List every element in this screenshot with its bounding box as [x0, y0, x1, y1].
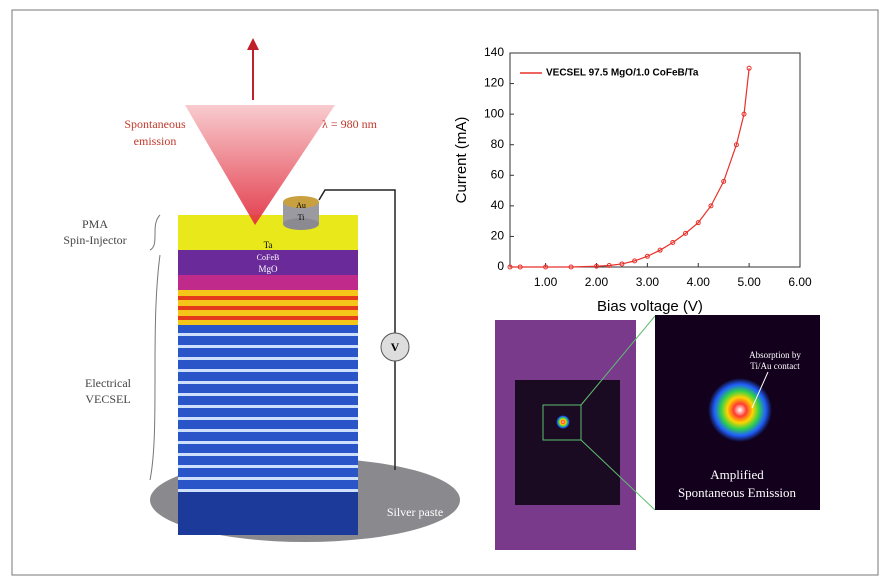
y-tick-label: 60 — [491, 167, 505, 181]
y-axis-label: Current (mA) — [453, 117, 470, 204]
y-tick-label: 100 — [484, 106, 504, 120]
x-tick-label: 2.00 — [585, 275, 609, 289]
stripe — [178, 429, 358, 432]
legend-label: VECSEL 97.5 MgO/1.0 CoFeB/Ta — [546, 68, 699, 79]
y-tick-label: 140 — [484, 45, 504, 59]
layer-label: MgO — [258, 264, 278, 274]
stripe — [178, 441, 358, 444]
label: PMA — [82, 217, 108, 231]
x-tick-label: 5.00 — [737, 275, 761, 289]
stripe — [178, 369, 358, 372]
y-tick-label: 0 — [497, 259, 504, 273]
stripe — [178, 465, 358, 468]
x-axis-label: Bias voltage (V) — [597, 298, 703, 315]
plot-area — [510, 53, 800, 267]
label: Spontaneous Emission — [678, 485, 797, 500]
voltmeter-label: V — [391, 340, 400, 354]
stripe — [178, 477, 358, 480]
y-tick-label: 40 — [491, 198, 505, 212]
label: Spontaneous — [124, 117, 186, 131]
layer-label: CoFeB — [257, 253, 280, 262]
zoom-spot — [708, 378, 772, 442]
y-tick-label: 20 — [491, 229, 505, 243]
x-tick-label: 3.00 — [636, 275, 660, 289]
label: Spin-Injector — [63, 233, 126, 247]
x-tick-label: 6.00 — [788, 275, 812, 289]
stripe — [178, 393, 358, 396]
stripe — [178, 381, 358, 384]
tower — [178, 215, 358, 535]
stripe — [178, 333, 358, 336]
stripe — [178, 489, 358, 492]
layer-label: Ta — [264, 240, 273, 250]
layer-label: Au — [296, 201, 306, 210]
label: emission — [134, 134, 177, 148]
spot — [556, 415, 570, 429]
y-tick-label: 80 — [491, 137, 505, 151]
layer-label: Ti — [298, 213, 306, 222]
label: VECSEL — [85, 392, 130, 406]
device-area — [515, 380, 620, 505]
figure: Spontaneous emission λ = 980 nm PMA Spin… — [0, 0, 888, 583]
label: Electrical — [85, 376, 132, 390]
stripe — [178, 453, 358, 456]
x-tick-label: 1.00 — [534, 275, 558, 289]
stripe — [178, 357, 358, 360]
label: Silver paste — [387, 505, 443, 519]
stripe — [178, 345, 358, 348]
label: Amplified — [710, 467, 764, 482]
y-tick-label: 120 — [484, 76, 504, 90]
stripe — [178, 405, 358, 408]
x-tick-label: 4.00 — [687, 275, 711, 289]
stripe — [178, 417, 358, 420]
label: λ = 980 nm — [322, 117, 378, 131]
label: Absorption by — [749, 350, 801, 360]
label: Ti/Au contact — [750, 361, 800, 371]
